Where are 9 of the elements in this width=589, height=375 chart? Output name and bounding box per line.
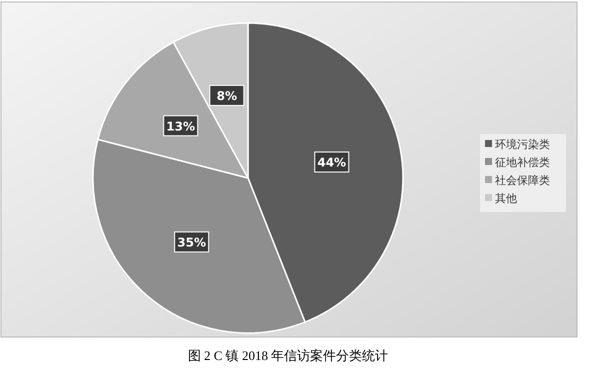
- caption: 图 2 C 镇 2018 年信访案件分类统计: [188, 348, 388, 363]
- legend-label: 其他: [495, 192, 517, 205]
- data-label: 8%: [216, 88, 237, 103]
- data-label: 44%: [317, 156, 346, 170]
- slice-label: 环境污染类: [495, 138, 550, 151]
- data-label: 13%: [166, 119, 196, 134]
- legend-label: 征地补偿类: [495, 156, 550, 169]
- data-label: 35%: [177, 235, 206, 250]
- legend-label: 社会保障类: [495, 174, 550, 187]
